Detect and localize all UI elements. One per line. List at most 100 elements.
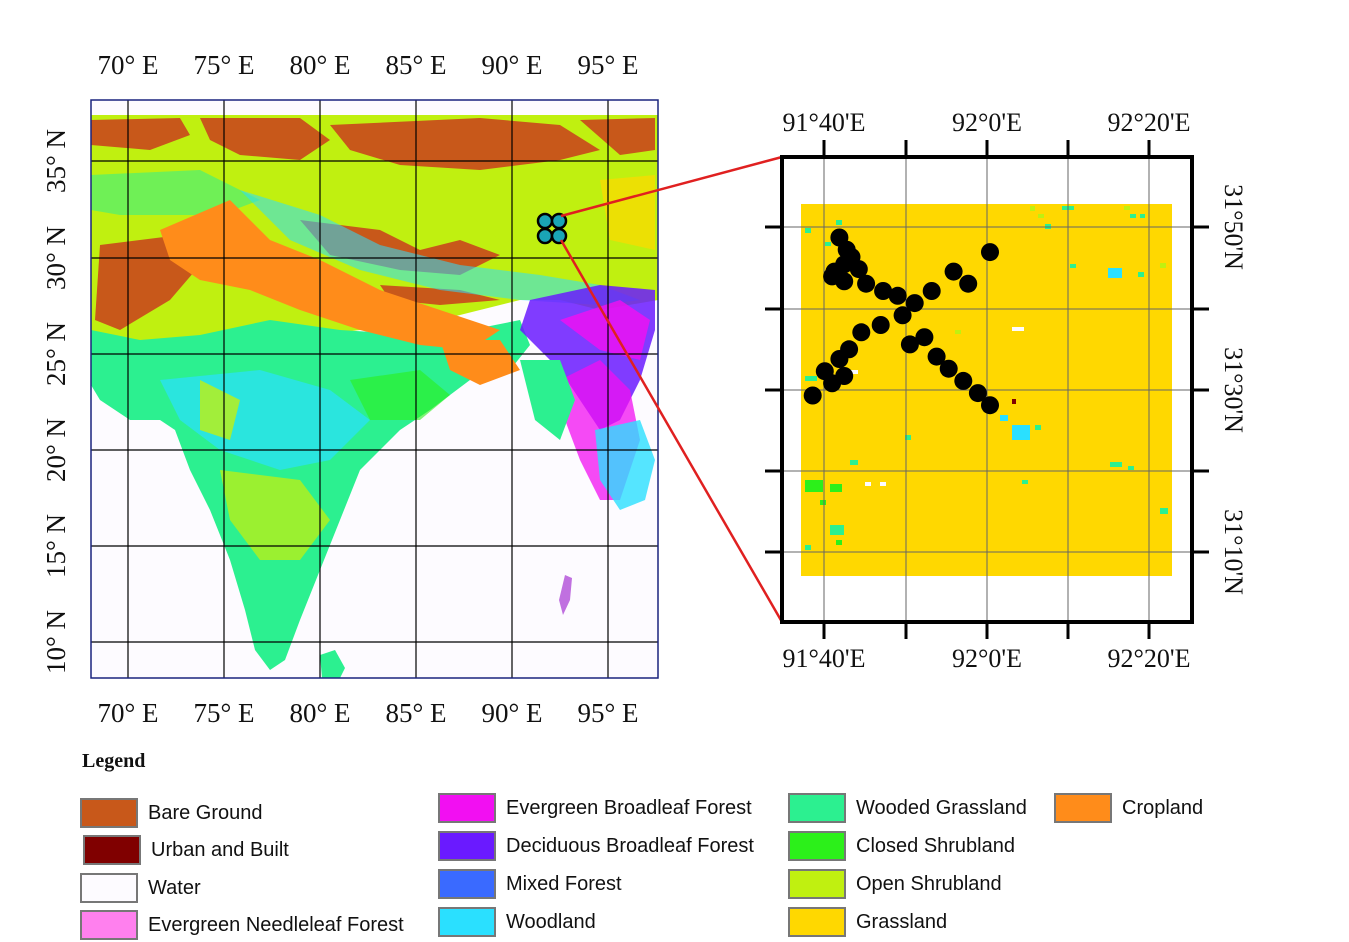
- lon-tick-label: 75° E: [193, 50, 254, 80]
- legend-swatch: [438, 869, 496, 899]
- lat-tick-label: 30° N: [41, 226, 71, 290]
- legend-item: Water: [80, 871, 201, 905]
- sample-point: [968, 384, 987, 403]
- lon-tick-label: 92°20'E: [1108, 108, 1191, 137]
- study-area-markers: [536, 212, 568, 245]
- zoom-lon-ticks-top: 91°40'E 92°0'E 92°20'E: [783, 108, 1191, 137]
- legend-swatch: [438, 907, 496, 937]
- legend-item: Closed Shrubland: [788, 829, 1015, 863]
- legend-item: Evergreen Broadleaf Forest: [438, 791, 752, 825]
- legend-swatch: [788, 907, 846, 937]
- lon-tick-label: 92°0'E: [952, 644, 1022, 673]
- legend-label: Evergreen Needleleaf Forest: [148, 913, 404, 936]
- zoom-connector-line: [559, 239, 784, 623]
- sample-point: [954, 371, 973, 390]
- lon-tick-label: 95° E: [577, 698, 638, 728]
- sample-point: [871, 316, 890, 334]
- sample-point: [852, 323, 871, 342]
- lat-tick-label: 31°10'N: [1219, 509, 1248, 595]
- lon-tick-label: 85° E: [385, 50, 446, 80]
- zoom-graticule: [782, 157, 1192, 622]
- legend-label: Bare Ground: [148, 801, 263, 824]
- legend-swatch: [80, 873, 138, 903]
- overview-graticule: [91, 100, 658, 678]
- sample-point: [922, 282, 941, 300]
- overview-lon-ticks-top: 70° E 75° E 80° E 85° E 90° E 95° E: [97, 50, 638, 80]
- sample-point: [915, 328, 934, 347]
- zoom-frame-ticks: [765, 140, 1209, 639]
- sample-point: [893, 306, 912, 325]
- legend-swatch: [83, 835, 141, 865]
- sample-point: [981, 396, 999, 415]
- sample-point: [823, 374, 842, 393]
- lat-tick-label: 20° N: [41, 418, 71, 482]
- legend-label: Water: [148, 876, 201, 899]
- overview-frame: [90, 99, 659, 679]
- zoom-lat-ticks: 31°50'N 31°30'N 31°10'N: [1219, 184, 1248, 595]
- legend-item: Deciduous Broadleaf Forest: [438, 829, 754, 863]
- sample-point: [849, 260, 868, 279]
- overview-map: [90, 99, 659, 679]
- legend-swatch: [788, 793, 846, 823]
- lat-tick-label: 15° N: [41, 514, 71, 578]
- sample-point: [803, 386, 822, 405]
- zoom-frame: [780, 155, 1194, 624]
- overview-lat-ticks: 35° N 30° N 25° N 20° N 15° N 10° N: [41, 129, 71, 674]
- legend-label: Grassland: [856, 910, 948, 933]
- legend-label: Mixed Forest: [506, 872, 622, 895]
- legend-label: Open Shrubland: [856, 872, 1002, 895]
- legend-item: Wooded Grassland: [788, 791, 1027, 825]
- sample-point: [874, 282, 893, 300]
- lat-tick-label: 25° N: [41, 322, 71, 386]
- lon-tick-label: 80° E: [289, 698, 350, 728]
- sample-point: [835, 272, 854, 291]
- sample-point: [981, 243, 999, 262]
- zoom-lon-ticks-bottom: 91°40'E 92°0'E 92°20'E: [783, 644, 1191, 673]
- legend-item: Bare Ground: [80, 796, 263, 830]
- legend-swatch: [788, 831, 846, 861]
- legend-item: Grassland: [788, 905, 947, 939]
- sample-point: [944, 262, 963, 281]
- legend-swatch: [438, 831, 496, 861]
- lon-tick-label: 80° E: [289, 50, 350, 80]
- lon-tick-label: 91°40'E: [783, 644, 866, 673]
- legend-item: Woodland: [438, 905, 596, 939]
- sample-point: [927, 347, 946, 366]
- legend-swatch: [1054, 793, 1112, 823]
- legend-label: Deciduous Broadleaf Forest: [506, 834, 754, 857]
- legend-label: Cropland: [1122, 796, 1204, 819]
- lat-tick-label: 31°50'N: [1219, 184, 1248, 270]
- sample-point: [888, 286, 907, 305]
- lon-tick-label: 90° E: [481, 50, 542, 80]
- sample-point: [857, 274, 876, 293]
- overview-lon-ticks-bottom: 70° E 75° E 80° E 85° E 90° E 95° E: [97, 698, 638, 728]
- sample-point: [905, 294, 924, 313]
- sample-point: [830, 350, 849, 368]
- legend-item: Mixed Forest: [438, 867, 622, 901]
- lon-tick-label: 92°20'E: [1108, 644, 1191, 673]
- sample-points: [803, 228, 999, 415]
- legend-title: Legend: [82, 750, 146, 772]
- overview-landcover: [91, 115, 658, 678]
- lon-tick-label: 90° E: [481, 698, 542, 728]
- legend-item: Evergreen Needleleaf Forest: [80, 908, 404, 942]
- lon-tick-label: 95° E: [577, 50, 638, 80]
- lon-tick-label: 91°40'E: [783, 108, 866, 137]
- legend-label: Urban and Built: [151, 838, 289, 861]
- lon-tick-label: 92°0'E: [952, 108, 1022, 137]
- legend-swatch: [438, 793, 496, 823]
- lat-tick-label: 31°30'N: [1219, 347, 1248, 433]
- legend-label: Evergreen Broadleaf Forest: [506, 796, 752, 819]
- lat-tick-label: 10° N: [41, 610, 71, 674]
- legend-swatch: [80, 798, 138, 828]
- lon-tick-label: 70° E: [97, 50, 158, 80]
- lon-tick-label: 85° E: [385, 698, 446, 728]
- legend-item: Urban and Built: [83, 833, 289, 867]
- zoom-connector-line: [560, 155, 783, 218]
- lat-tick-label: 35° N: [41, 129, 71, 193]
- sample-point: [900, 335, 919, 354]
- legend-swatch: [80, 910, 138, 940]
- legend-swatch: [788, 869, 846, 899]
- sample-point: [939, 359, 958, 378]
- legend-label: Woodland: [506, 910, 596, 933]
